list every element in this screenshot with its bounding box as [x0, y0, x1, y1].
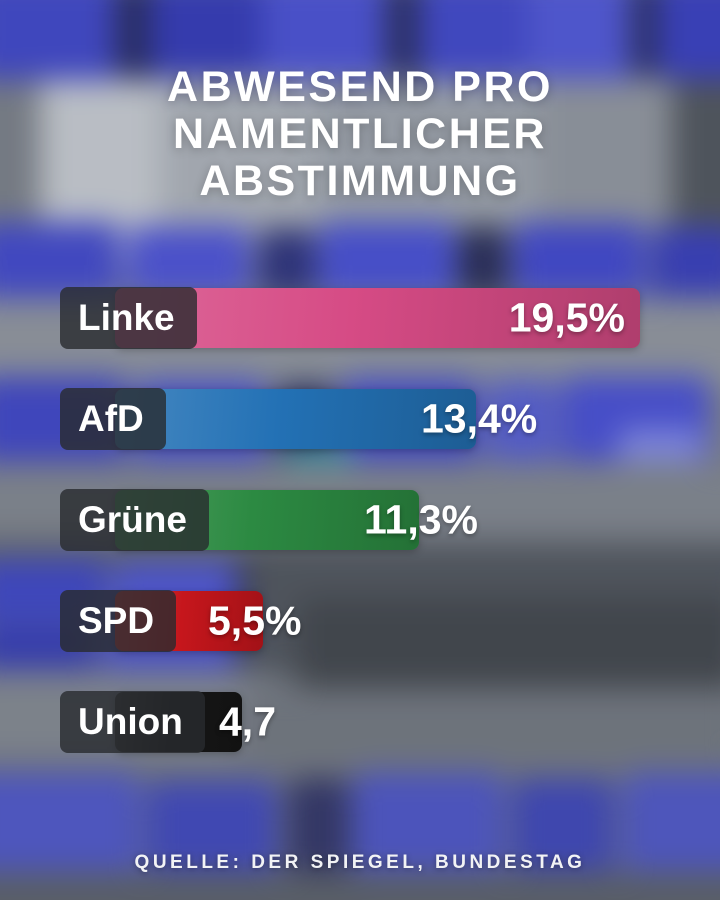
bg-shape [0, 0, 120, 80]
bar-value: 11,3% [364, 496, 478, 543]
bar-label: AfD [78, 398, 144, 439]
title-line-3: ABSTIMMUNG [199, 157, 521, 205]
bar-label: Union [78, 701, 183, 742]
bar-value: 13,4% [421, 395, 538, 442]
chart-title: ABWESEND PRO NAMENTLICHER ABSTIMMUNG [0, 64, 720, 205]
bar-chart: Linke 19,5% AfD 13,4% Grüne 11,3% SPD 5,… [60, 287, 640, 792]
bar-label-chip: Grüne [60, 489, 209, 551]
bar-row: Linke 19,5% [60, 287, 640, 349]
bar-label: Linke [78, 297, 175, 338]
bg-shape [0, 872, 720, 900]
bg-shape [486, 380, 558, 466]
bar-value: 5,5% [208, 597, 302, 644]
bg-shape [650, 226, 720, 304]
title-line-1: ABWESEND PRO [167, 63, 553, 111]
bg-shape [320, 55, 560, 255]
bg-shape [150, 0, 270, 78]
bar-label-chip: Union [60, 691, 205, 753]
bar-label: Grüne [78, 499, 187, 540]
bar-row: Union 4,7 [60, 691, 640, 753]
bar [115, 288, 640, 348]
bg-shape [658, 0, 720, 80]
title-line-2: NAMENTLICHER [173, 110, 547, 158]
source-caption: QUELLE: DER SPIEGEL, BUNDESTAG [134, 852, 586, 873]
bg-shape [420, 0, 535, 79]
bar [115, 389, 476, 449]
bg-shape [262, 0, 392, 80]
bar-row: Grüne 11,3% [60, 489, 640, 551]
bar-label: SPD [78, 600, 155, 641]
bar-label-chip: Linke [60, 287, 197, 349]
bar-value: 4,7 [219, 698, 276, 745]
bg-shape [528, 0, 638, 80]
bar-label-chip: AfD [60, 388, 166, 450]
bar-row: AfD 13,4% [60, 388, 640, 450]
bar-label-chip: SPD [60, 590, 177, 652]
bar-row: SPD 5,5% [60, 590, 640, 652]
bar-value: 19,5% [508, 294, 625, 341]
